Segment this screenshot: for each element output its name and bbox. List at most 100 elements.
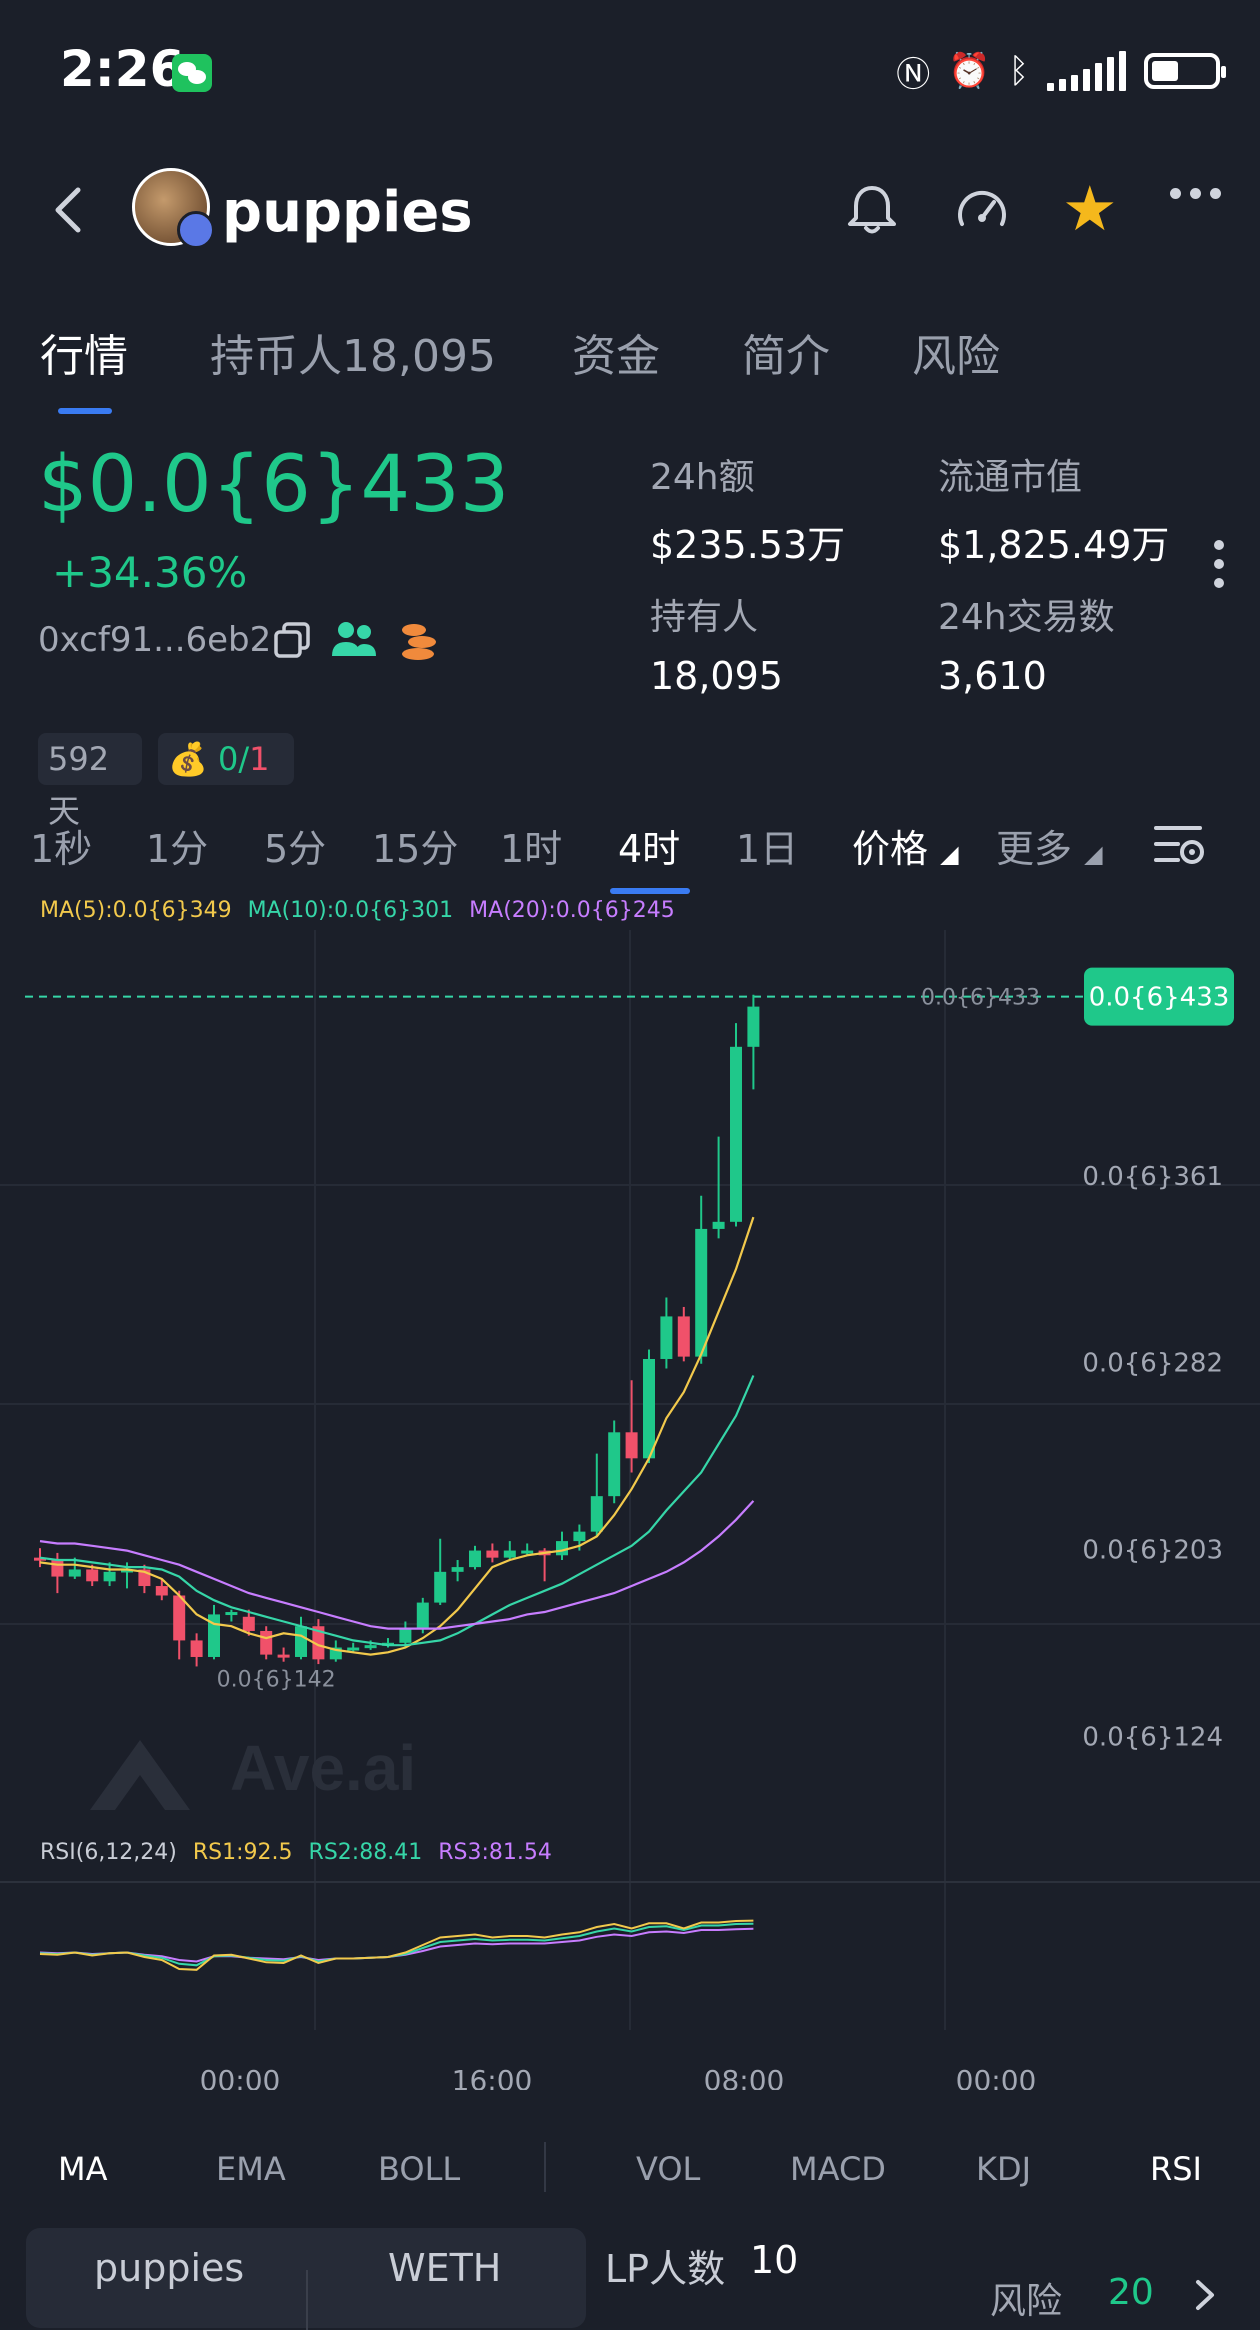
tax-sell: 1 <box>249 740 270 778</box>
candle-body <box>625 1432 638 1459</box>
tab-market[interactable]: 行情 <box>40 331 128 382</box>
indicator-vol[interactable]: VOL <box>636 2150 701 2188</box>
candles <box>34 994 760 1667</box>
indicator-separator <box>544 2142 546 2192</box>
indicator-macd[interactable]: MACD <box>790 2150 886 2188</box>
candle-body <box>277 1654 290 1658</box>
holders-group-icon[interactable] <box>330 618 378 662</box>
tab-intro[interactable]: 简介 <box>742 331 830 382</box>
price-change: +34.36% <box>52 548 248 597</box>
timeframe-5m[interactable]: 5分 <box>264 827 327 871</box>
rsi2-line <box>39 1922 754 1967</box>
watermark-text: Ave.ai <box>230 1732 416 1804</box>
candle-body <box>173 1595 186 1641</box>
alarm-icon: ⏰ <box>948 51 991 91</box>
candle-body <box>556 1541 568 1556</box>
ma10-legend: MA(10):0.0{6}301 <box>247 898 454 923</box>
tab-holders[interactable]: 持币人18,095 <box>210 331 496 382</box>
more-timeframes-dropdown[interactable]: 更多 ◢ <box>996 818 1103 873</box>
tab-risk[interactable]: 风险 <box>912 331 1000 382</box>
pair-quote-tab[interactable]: WETH <box>388 2246 502 2290</box>
timeframe-1s[interactable]: 1秒 <box>30 827 93 871</box>
x-tick-label: 00:00 <box>200 2064 281 2090</box>
tax-buy: 0/ <box>218 740 250 778</box>
favorite-star-icon[interactable]: ★ <box>1062 172 1118 245</box>
candle-body <box>416 1602 429 1629</box>
pair-base-tab[interactable]: puppies <box>94 2246 245 2290</box>
token-name: puppies <box>222 180 473 245</box>
token-avatar <box>132 168 215 249</box>
y-tick-label: 0.0{6}124 <box>1082 1722 1223 1752</box>
timeframe-1h[interactable]: 1时 <box>500 827 563 871</box>
timeframe-1d[interactable]: 1日 <box>736 827 799 871</box>
candle-body <box>643 1358 655 1459</box>
rsi3-legend: RS3:81.54 <box>438 1840 552 1865</box>
x-axis-ticks: 00:00 16:00 08:00 00:00 <box>200 2064 1037 2090</box>
candle-body <box>121 1569 133 1573</box>
ma-lines <box>39 1216 755 1656</box>
timeframe-1m[interactable]: 1分 <box>146 827 209 871</box>
active-timeframe-indicator <box>610 888 690 894</box>
bluetooth-icon: ᛒ <box>1008 51 1029 91</box>
candle-body <box>399 1628 412 1643</box>
indicator-ma[interactable]: MA <box>58 2150 108 2188</box>
speedometer-icon[interactable] <box>952 180 1012 240</box>
battery-icon <box>1144 53 1226 89</box>
candle-body <box>695 1228 708 1357</box>
coins-stack-icon[interactable] <box>396 618 440 662</box>
more-label: 更多 <box>996 827 1073 871</box>
candlestick-chart[interactable]: Ave.ai 0.0{6}3610.0{6}2820.0{6}2030.0{6}… <box>0 930 1260 2090</box>
timeframe-4h[interactable]: 4时 <box>618 827 681 871</box>
indicator-rsi[interactable]: RSI <box>1150 2150 1202 2188</box>
candle-body <box>451 1567 464 1572</box>
rsi2-legend: RS2:88.41 <box>308 1840 423 1865</box>
indicator-kdj[interactable]: KDJ <box>976 2150 1032 2188</box>
ethereum-chain-icon <box>177 211 215 249</box>
risk-score[interactable]: 20 <box>1108 2272 1154 2313</box>
vertical-more-icon[interactable] <box>1214 540 1224 588</box>
stat-24h-trades: 24h交易数 3,610 <box>938 597 1115 698</box>
candle-body <box>573 1531 586 1542</box>
candle-body <box>712 1221 725 1229</box>
low-price-label: 0.0{6}142 <box>217 1667 336 1692</box>
clock: 2:26 <box>60 40 185 98</box>
indicator-boll[interactable]: BOLL <box>378 2150 461 2188</box>
ma20-line <box>39 1500 755 1630</box>
timeframe-selector: 1秒 1分 5分 15分 1时 4时 1日 价格 ◢ 更多 ◢ <box>0 818 1260 878</box>
candle-body <box>521 1550 534 1554</box>
timeframe-15m[interactable]: 15分 <box>372 827 459 871</box>
ma-legend: MA(5):0.0{6}349 MA(10):0.0{6}301 MA(20):… <box>40 898 675 923</box>
status-bar: 2:26 Ⓝ ⏰ ᛒ <box>0 0 1260 140</box>
active-tab-indicator <box>58 408 112 414</box>
back-arrow-icon[interactable] <box>48 185 88 235</box>
candle-body <box>103 1571 116 1582</box>
candle-body <box>34 1557 46 1561</box>
more-options-icon[interactable] <box>1170 188 1221 199</box>
bell-icon[interactable] <box>842 180 902 240</box>
copy-icon[interactable] <box>272 620 312 660</box>
ma20-legend: MA(20):0.0{6}245 <box>469 898 675 923</box>
tab-funds[interactable]: 资金 <box>572 331 660 382</box>
candle-body <box>434 1571 447 1603</box>
indicator-ema[interactable]: EMA <box>216 2150 286 2188</box>
status-icons: Ⓝ ⏰ ᛒ <box>896 46 1226 96</box>
chevron-right-icon[interactable] <box>1192 2278 1220 2312</box>
current-price-line-label: 0.0{6}433 <box>921 986 1040 1011</box>
current-price: $0.0{6}433 <box>38 440 510 530</box>
rsi1-legend: RS1:92.5 <box>192 1840 293 1865</box>
token-age-badge: 592天 <box>38 733 142 830</box>
ma5-legend: MA(5):0.0{6}349 <box>40 898 232 923</box>
candle-body <box>312 1626 325 1660</box>
price-mode-dropdown[interactable]: 价格 ◢ <box>852 818 959 873</box>
current-price-tag <box>1084 967 1234 1026</box>
candle-body <box>260 1630 273 1655</box>
money-bag-icon: 💰 <box>168 740 208 778</box>
rsi-legend: RSI(6,12,24) RS1:92.5 RS2:88.41 RS3:81.5… <box>40 1840 552 1865</box>
chart-settings-icon[interactable] <box>1152 818 1208 870</box>
candle-body <box>747 1006 760 1047</box>
candle-body <box>608 1432 621 1497</box>
current-price-tag-text: 0.0{6}433 <box>1089 983 1230 1013</box>
stat-holders: 持有人 18,095 <box>650 597 783 698</box>
risk-label[interactable]: 风险 <box>990 2281 1063 2322</box>
candle-body <box>155 1586 168 1596</box>
